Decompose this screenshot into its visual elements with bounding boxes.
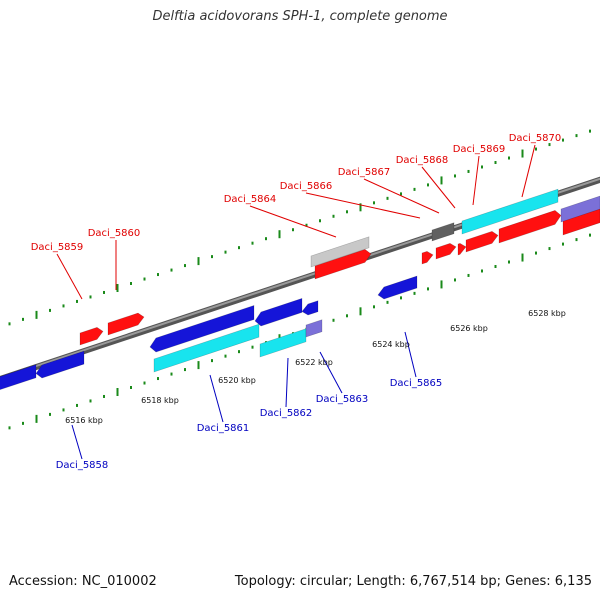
scale-label: 6524 kbp [372,340,410,349]
reverse-gene-arrow [35,350,85,379]
forward-gene-arrow [465,231,499,253]
gene-label-reverse-leader [285,357,289,408]
scale-label: 6518 kbp [141,396,179,405]
gene-label-reverse-leader [71,424,83,460]
reverse-gene-arrow [377,275,418,300]
gene-label-forward-leader [249,205,337,238]
gene-label-forward: Daci_5867 [338,167,391,178]
cds-feature-bar [560,195,600,223]
label-leader-lines [56,144,536,460]
scale-label: 6520 kbp [218,376,256,385]
cds-feature-bar [153,323,260,373]
reverse-gene-arrow [0,364,37,390]
forward-gene-arrow [79,327,104,346]
forward-gene-arrow [314,249,372,280]
upper-tick-track [8,129,591,326]
forward-gene-arrow [421,251,434,265]
gene-label-reverse: Daci_5862 [260,408,313,419]
forward-gene-arrow [107,312,145,336]
lower-tick-track [8,233,591,430]
cds-feature-bar [305,319,323,338]
reverse-gene-arrow [301,300,319,316]
gene-label-forward-leader [472,155,480,206]
gene-label-reverse-leader [209,374,224,423]
cds-feature-bar [461,188,559,235]
gene-label-reverse: Daci_5858 [56,460,109,471]
scale-label: 6516 kbp [65,416,103,425]
scale-label: 6528 kbp [528,309,566,318]
gene-label-reverse: Daci_5865 [390,378,443,389]
gene-label-forward: Daci_5870 [509,133,562,144]
gene-label-forward-leader [56,253,83,300]
gene-label-forward: Daci_5868 [396,155,449,166]
gene-label-reverse-leader [319,351,343,394]
feature-track [0,188,600,390]
gene-label-forward-leader [363,178,440,214]
gene-label-forward: Daci_5859 [31,242,84,253]
reverse-gene-arrow [149,305,255,353]
misc-feature-bar [431,222,455,242]
cds-feature-bar [259,328,307,358]
forward-gene-arrow [498,210,562,244]
reverse-gene-arrow [254,297,303,327]
forward-gene-arrow [457,243,467,256]
gene-label-forward: Daci_5866 [280,181,333,192]
gene-label-reverse-leader [404,331,417,378]
forward-gene-arrow [435,243,457,260]
gene-label-reverse: Daci_5861 [197,423,250,434]
gene-label-forward-leader [305,192,421,219]
accession-text: Accession: NC_010002 [9,574,157,589]
rna-feature-bar [310,236,370,268]
gene-label-reverse: Daci_5863 [316,394,369,405]
scale-label: 6526 kbp [450,324,488,333]
gene-label-forward-leader [521,144,536,198]
gene-label-forward-leader [421,166,456,209]
scale-labels: 6516 kbp 6518 kbp 6520 kbp 6522 kbp 6524 kbp… [65,309,566,425]
gene-label-forward: Daci_5860 [88,228,141,239]
gene-label-forward: Daci_5864 [224,194,277,205]
topology-summary: Topology: circular; Length: 6,767,514 bp… [234,574,592,589]
gene-label-forward: Daci_5869 [453,144,506,155]
scale-label: 6522 kbp [295,358,333,367]
genome-title: Delftia acidovorans SPH-1, complete geno… [152,9,448,24]
